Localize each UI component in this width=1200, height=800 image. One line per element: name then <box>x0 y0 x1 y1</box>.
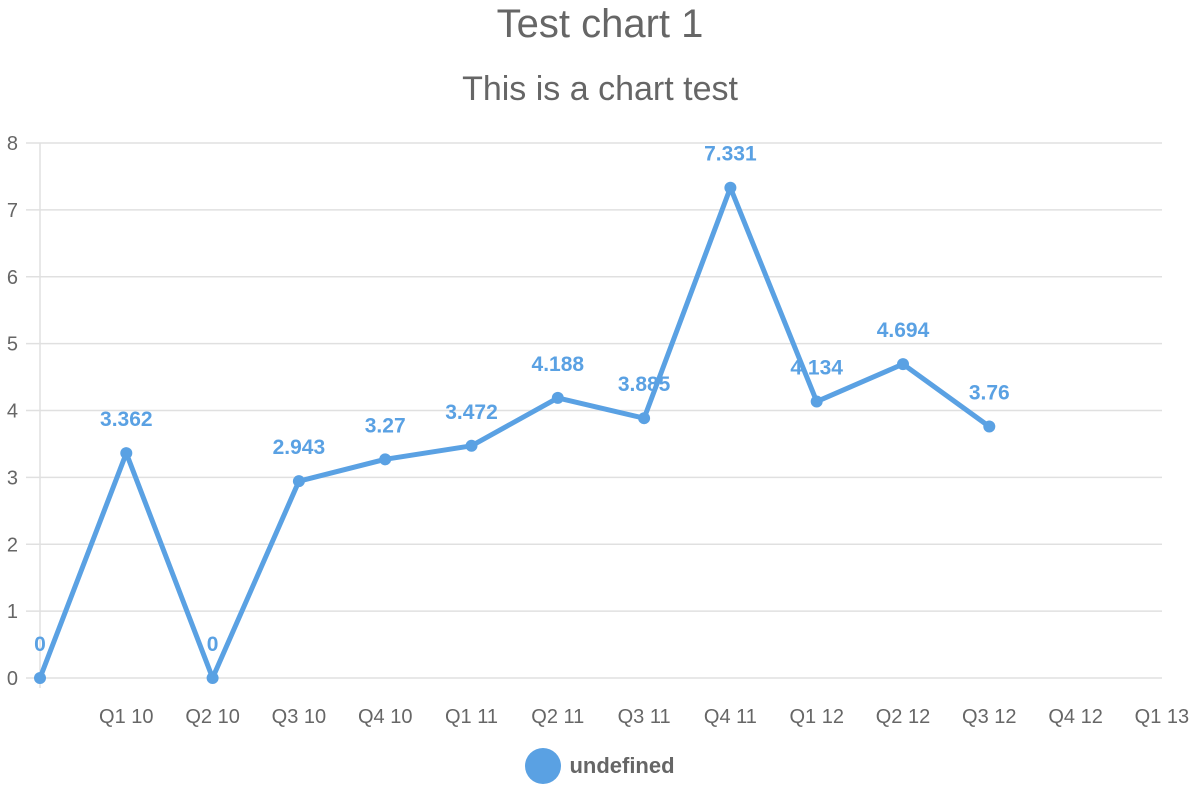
data-point <box>379 453 392 466</box>
x-tick-label: Q2 12 <box>876 706 930 728</box>
y-tick-label: 1 <box>7 601 18 623</box>
data-label: 3.472 <box>445 401 498 424</box>
data-point <box>34 672 46 684</box>
data-point <box>983 420 996 433</box>
series-line <box>37 185 992 681</box>
chart-subtitle: This is a chart test <box>462 70 738 108</box>
x-tick-label: Q4 10 <box>358 706 412 728</box>
legend-label: undefined <box>569 753 675 778</box>
data-label: 3.885 <box>618 373 671 396</box>
y-tick-label: 7 <box>7 200 18 222</box>
data-label: 2.943 <box>273 436 326 459</box>
data-point <box>724 181 737 194</box>
y-tick-label: 3 <box>7 467 18 489</box>
data-point <box>897 358 909 371</box>
y-tick-label: 8 <box>7 133 18 155</box>
data-label: 4.188 <box>532 353 585 376</box>
x-tick-label: Q4 11 <box>704 706 757 728</box>
legend-marker <box>525 748 562 784</box>
data-label: 4.694 <box>877 319 930 342</box>
data-label: 0 <box>34 633 46 656</box>
x-tick-label: Q3 10 <box>272 706 326 728</box>
x-tick-label: Q4 12 <box>1048 706 1102 728</box>
x-tick-label: Q1 13 <box>1135 706 1189 728</box>
data-point <box>292 475 305 488</box>
x-tick-label: Q3 11 <box>618 706 671 728</box>
data-point <box>465 439 478 452</box>
data-point <box>638 412 651 425</box>
x-tick-label: Q1 10 <box>99 706 153 728</box>
data-point <box>120 447 133 460</box>
y-tick-label: 6 <box>7 267 18 289</box>
x-tick-label: Q2 10 <box>185 706 239 728</box>
data-label: 4.134 <box>790 357 843 380</box>
data-point <box>206 672 219 684</box>
x-tick-label: Q2 11 <box>531 706 584 728</box>
data-label: 7.331 <box>704 143 757 166</box>
x-tick-label: Q1 12 <box>789 706 843 728</box>
data-label: 3.27 <box>365 414 406 437</box>
x-tick-label: Q1 11 <box>445 706 498 728</box>
legend[interactable]: undefined <box>0 748 1200 784</box>
y-tick-label: 4 <box>7 401 18 423</box>
data-point <box>551 391 564 404</box>
data-label: 0 <box>207 633 219 656</box>
y-tick-label: 0 <box>7 668 18 690</box>
data-label: 3.76 <box>969 382 1010 405</box>
chart-title: Test chart 1 <box>496 2 704 46</box>
y-tick-label: 2 <box>7 534 18 556</box>
y-tick-label: 5 <box>7 334 18 356</box>
data-label: 3.362 <box>100 408 153 431</box>
x-tick-label: Q3 12 <box>962 706 1016 728</box>
data-point <box>810 395 823 408</box>
